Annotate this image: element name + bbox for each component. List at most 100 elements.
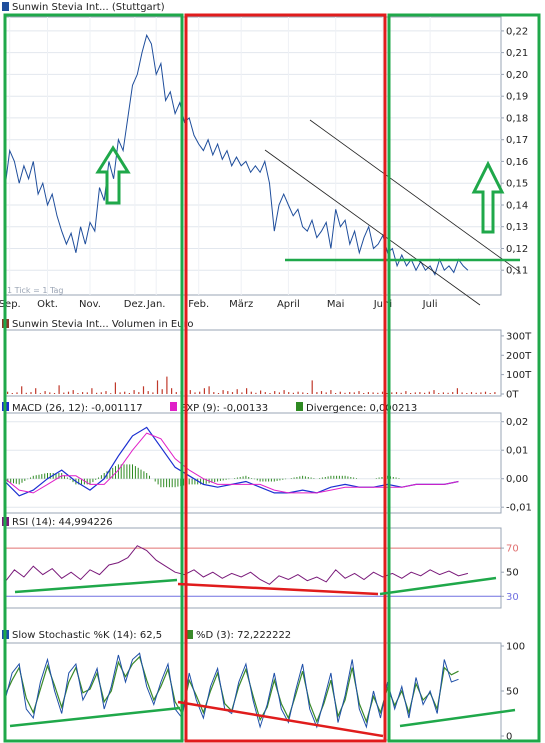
x-tick-label: März [229, 299, 253, 310]
y-tick-label: 0,11 [506, 266, 528, 277]
volume-bar [161, 389, 163, 394]
volume-bar [213, 392, 215, 394]
y-tick-label: 30 [506, 592, 519, 603]
green-box-left [3, 13, 184, 743]
volume-bar [395, 392, 398, 394]
volume-bar [438, 393, 440, 394]
volume-bar [484, 391, 487, 394]
volume-bar [100, 392, 102, 394]
x-tick-label: Jan. [146, 299, 166, 310]
volume-bar [77, 393, 79, 394]
volume-bar [142, 386, 145, 395]
stoch-rising-line-left [9, 706, 181, 728]
annotation-overlays [3, 13, 541, 743]
volume-bar [433, 390, 435, 394]
volume-bar [264, 392, 266, 394]
volume-bar [288, 392, 290, 394]
volume-bar [119, 392, 121, 394]
volume-bar [470, 392, 473, 394]
volume-bar [335, 393, 337, 394]
volume-bar [316, 392, 318, 394]
rsi-plot-frame [4, 527, 502, 609]
volume-bar [250, 391, 252, 394]
volume-bar [381, 391, 384, 394]
trend-channel-upper [309, 119, 521, 273]
divergence-legend-swatch [296, 402, 303, 411]
stoch-falling-line-middle [177, 700, 384, 738]
volume-bar [320, 391, 323, 394]
volume-bar [344, 392, 346, 394]
stochastic-panel: Slow Stochastic %K (14): 62,5 %D (3): 72… [2, 630, 525, 743]
volume-bar [306, 393, 309, 394]
volume-bar [194, 392, 196, 394]
volume-bar [124, 391, 126, 394]
volume-bar [452, 392, 454, 394]
volume-bar [330, 390, 332, 394]
volume-bar [269, 393, 271, 394]
y-tick-label: 0,14 [506, 201, 528, 212]
macd-plot-frame [4, 412, 502, 514]
y-tick-label: 0,17 [506, 135, 528, 146]
volume-bar [114, 382, 116, 394]
volume-bar [283, 390, 285, 394]
volume-bar [58, 385, 60, 394]
volume-bar [405, 391, 407, 394]
volume-bar [241, 392, 243, 394]
rsi-falling-line-middle [177, 582, 379, 596]
stochastic-y-ticks: 100 50 0 [501, 642, 525, 743]
x-tick-label: Dez. [124, 299, 146, 310]
y-tick-label: 0,22 [506, 26, 528, 37]
volume-bar [424, 392, 426, 394]
volume-bar [96, 392, 98, 394]
macd-y-ticks: 0,02 0,01 0,00 -0,01 [501, 417, 532, 514]
volume-bar [297, 391, 299, 394]
volume-bar [133, 390, 135, 394]
x-tick-label: Nov. [79, 299, 101, 310]
exp-series-line [4, 432, 459, 494]
up-arrow-left [95, 145, 131, 205]
price-panel: Sunwin Stevia Int... (Stuttgart) 0,220,2… [0, 2, 528, 310]
trend-channel-lower [264, 149, 481, 306]
volume-bar [39, 393, 41, 394]
y-tick-label: 50 [506, 687, 519, 698]
stoch-d-legend-swatch [186, 630, 193, 639]
macd-panel: MACD (26, 12): -0,001117 EXP (9): -0,001… [2, 402, 532, 514]
volume-bar [236, 389, 238, 394]
volume-bar [30, 392, 32, 394]
volume-bar [274, 391, 276, 394]
volume-bar [91, 388, 93, 394]
volume-bar [410, 393, 412, 394]
volume-bar [189, 390, 191, 394]
volume-bar [260, 390, 262, 394]
volume-bar [7, 391, 9, 394]
volume-y-ticks: 300T 200T 100T 0T [501, 331, 532, 401]
green-box-right [387, 13, 541, 743]
volume-bar [128, 393, 130, 394]
macd-divergence-legend: Divergence: 0,000213 [306, 403, 417, 414]
volume-bar [386, 393, 388, 394]
y-tick-label: 0,00 [506, 474, 528, 485]
y-tick-label: 0,18 [506, 113, 528, 124]
volume-bar [166, 376, 168, 394]
volume-title: Sunwin Stevia Int... Volumen in Euro [12, 319, 194, 330]
volume-bar [494, 392, 496, 394]
volume-bar [152, 392, 154, 394]
volume-bar [353, 392, 355, 394]
volume-bar [325, 392, 327, 394]
volume-bar [372, 392, 374, 394]
volume-bar [377, 392, 379, 394]
price-x-ticks: Sep. Okt. Nov. Dez. Jan. Feb. März April Mai Juni… [0, 299, 438, 310]
volume-bar [82, 392, 84, 394]
volume-bar [16, 392, 18, 394]
volume-bar [227, 391, 229, 394]
volume-bar [311, 380, 313, 394]
price-grid [5, 17, 501, 295]
price-legend-swatch [2, 2, 9, 11]
exp-legend-swatch [170, 402, 177, 411]
up-arrow-right [471, 160, 505, 234]
rsi-rising-line-right [379, 576, 497, 596]
rsi-series-line [4, 545, 469, 585]
volume-bar [199, 391, 201, 394]
y-tick-label: 70 [506, 544, 519, 555]
y-tick-label: 200T [506, 351, 532, 362]
